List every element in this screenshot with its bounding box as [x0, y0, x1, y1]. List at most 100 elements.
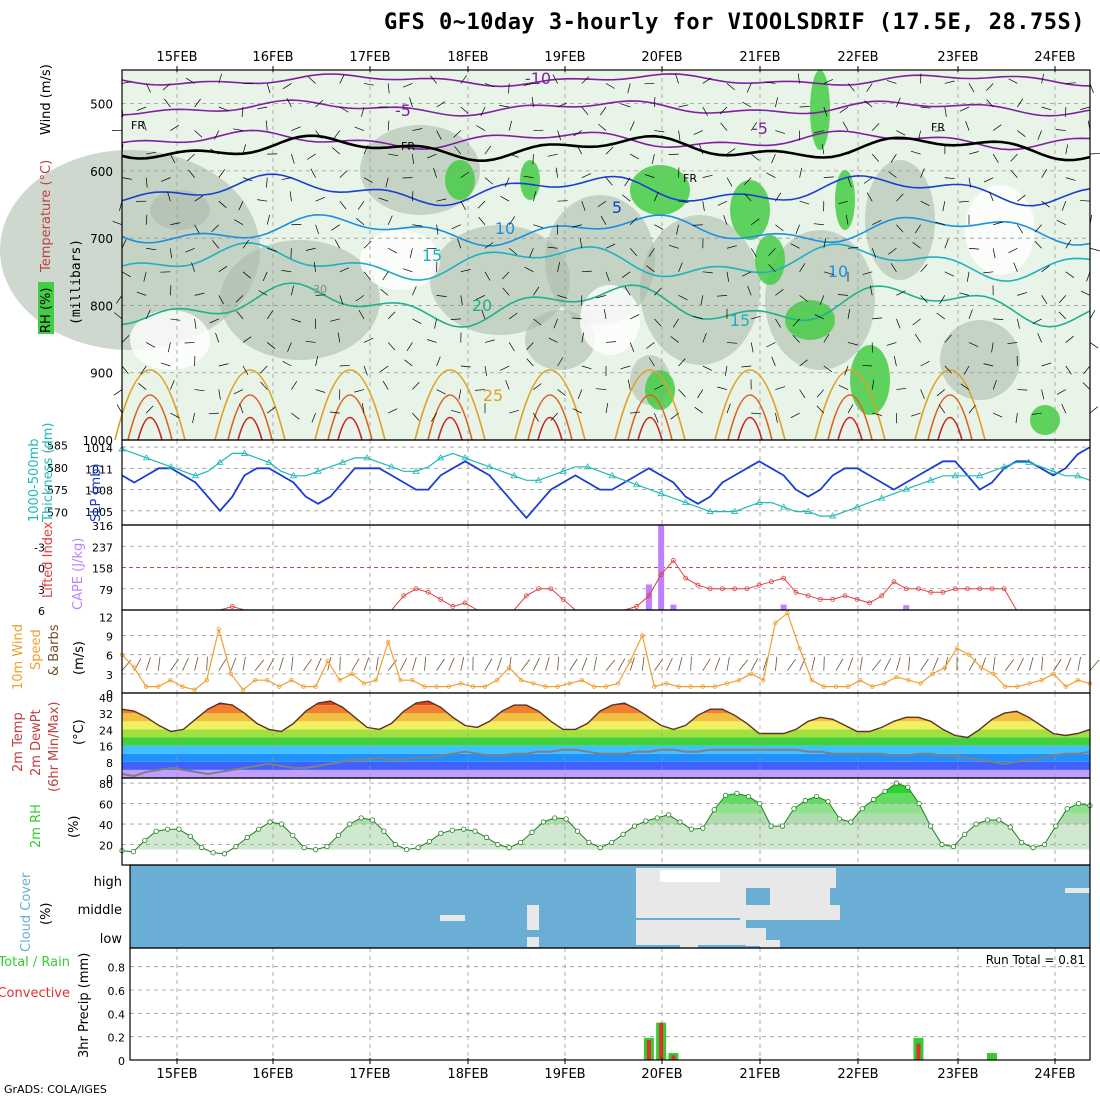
wind-barb — [726, 148, 736, 155]
wind-barb — [766, 172, 776, 178]
wind-barb — [670, 336, 679, 343]
pressure-tick-label: 600 — [90, 165, 113, 179]
temp-axis-label-4: (°C) — [72, 719, 87, 745]
wind-barb — [533, 412, 539, 422]
wind-barb — [363, 337, 374, 343]
wind-barb — [775, 386, 786, 390]
wind-barb — [1010, 153, 1018, 162]
wind-barb — [457, 238, 462, 249]
wind-barb-10m — [775, 656, 778, 671]
rh2m-marker — [130, 849, 136, 855]
wind-speed-marker — [180, 684, 185, 689]
wind-speed-marker — [930, 671, 935, 677]
wind-barb — [287, 342, 292, 352]
lifted-index-marker — [842, 593, 848, 599]
wind-speed-marker — [228, 671, 234, 677]
wind-barb — [363, 144, 369, 155]
wind-barb — [935, 221, 945, 226]
thickness-marker — [828, 512, 837, 519]
rh2m-marker — [1007, 824, 1013, 830]
wind-barb — [799, 200, 810, 205]
lifted-index-marker — [646, 593, 652, 599]
wind-speed-marker — [1015, 684, 1020, 689]
isotherm-35 — [737, 416, 763, 441]
wind-barb — [675, 73, 679, 84]
wind-barb — [526, 342, 534, 351]
wind-speed-marker — [519, 678, 524, 683]
wind-barb — [813, 223, 824, 226]
wind-barb-10m — [835, 658, 844, 671]
wind-barb — [717, 386, 728, 390]
wind-barb — [670, 412, 679, 420]
thickness-marker — [167, 463, 175, 470]
rh2m-marker — [745, 793, 751, 800]
wind-barb — [968, 309, 973, 320]
cape-bar — [670, 604, 677, 610]
thickness-tick-label: 585 — [47, 439, 68, 452]
wind-barb-10m — [303, 658, 312, 671]
cloud-level-label: low — [100, 932, 123, 947]
isotherm-30 — [927, 394, 973, 441]
wind-barb — [726, 271, 730, 282]
wind-barb — [1008, 78, 1018, 84]
lifted-index-marker — [854, 596, 860, 602]
wind-barb — [872, 317, 883, 320]
wind-barb — [333, 130, 341, 139]
wind-barb — [143, 120, 147, 131]
wind-barb — [869, 285, 873, 296]
wind-barb — [944, 177, 955, 180]
wind-barb — [282, 83, 292, 90]
wind-barb — [871, 248, 877, 258]
thickness-marker — [877, 494, 886, 501]
wind-barb — [1061, 403, 1067, 414]
rh-shade-high — [445, 160, 475, 200]
isotherm-30 — [627, 394, 673, 441]
li-tick-label: 6 — [38, 605, 45, 618]
rh2m-tick-label: 40 — [99, 819, 113, 832]
wind-barb — [315, 196, 325, 202]
wind-barb — [1065, 177, 1076, 181]
wind-barb — [242, 365, 249, 375]
rh2m-marker — [586, 839, 592, 846]
wind-speed-marker — [386, 639, 391, 645]
wind-speed-marker — [277, 684, 282, 689]
wind-barb — [523, 83, 534, 86]
wind-barb — [654, 318, 662, 327]
wind-barb — [775, 97, 778, 108]
contour-label: 20 — [472, 296, 492, 315]
wind-barb — [380, 288, 389, 296]
wind-barb — [382, 380, 389, 390]
precip-convective-bar — [671, 1055, 676, 1060]
lifted-index-marker — [670, 558, 676, 563]
thickness-marker — [314, 467, 322, 474]
wind-barb — [920, 200, 930, 207]
wind-barb — [847, 309, 851, 319]
thickness-marker — [559, 467, 567, 474]
wind-barb-10m — [932, 657, 939, 671]
wind-barb — [502, 271, 510, 280]
wind-barb — [1034, 240, 1042, 249]
wind-barb — [844, 365, 849, 376]
rh-band — [122, 813, 1090, 825]
rh2m-marker — [461, 826, 467, 832]
wind-barb — [484, 177, 493, 185]
wind-barb — [920, 389, 925, 399]
wind-barb — [426, 339, 437, 343]
wind-barb — [968, 177, 972, 188]
lifted-index-marker — [732, 586, 738, 592]
thickness-axis-label-1: 1000-500mb — [27, 438, 42, 522]
rh-shade-mid — [150, 190, 210, 230]
wind-barb — [847, 404, 854, 414]
rh2m-marker — [199, 844, 205, 851]
wind-barb — [944, 106, 947, 117]
pressure-tick-label: 900 — [90, 367, 113, 381]
wind-barb — [792, 334, 800, 343]
wind-barb — [509, 153, 519, 158]
wind-barb — [234, 219, 244, 226]
wind-barb — [629, 121, 635, 131]
wind-barb — [291, 285, 294, 296]
wind-barb — [260, 365, 268, 374]
wind-speed-marker — [978, 665, 984, 670]
wind-barb — [358, 200, 365, 210]
wind-barb — [291, 318, 302, 323]
